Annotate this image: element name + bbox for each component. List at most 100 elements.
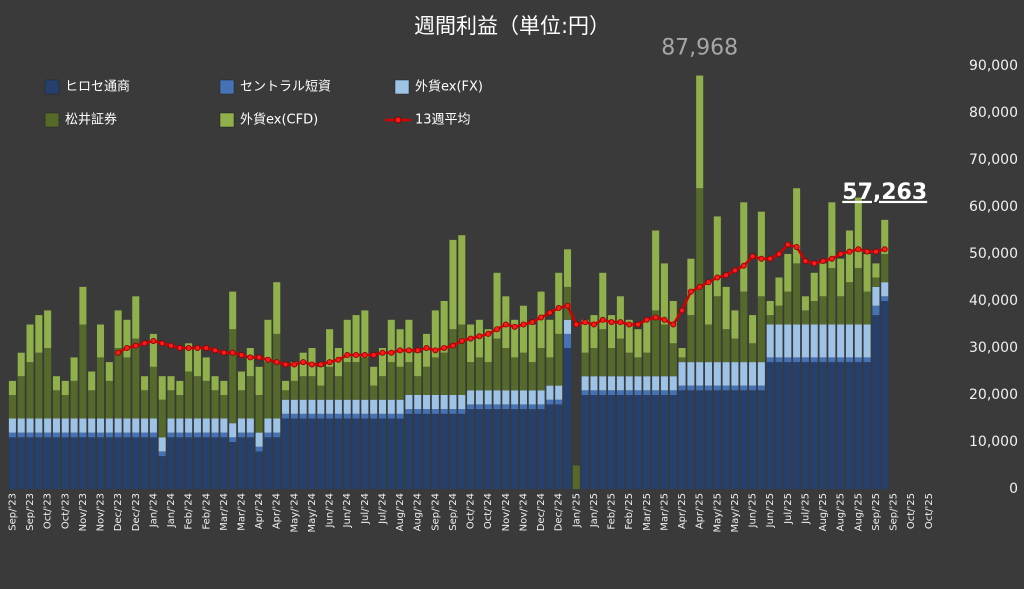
- x-tick-label: Jun/'24: [342, 493, 353, 528]
- bar-segment: [749, 385, 757, 391]
- x-tick-label: Jul/'25: [800, 493, 811, 525]
- total-label: 87,968: [661, 36, 738, 61]
- bar-segment: [114, 432, 122, 438]
- bar-segment: [766, 315, 774, 325]
- bar-segment: [555, 385, 563, 400]
- bar-segment: [872, 263, 880, 278]
- bar-segment: [810, 357, 818, 363]
- bar-segment: [52, 390, 60, 419]
- bar-segment: [467, 409, 475, 489]
- bar-segment: [740, 291, 748, 363]
- bar-segment: [440, 301, 448, 353]
- x-tick-label: Mar/'24: [237, 493, 248, 531]
- legend-swatch: [394, 116, 402, 124]
- bar-segment: [387, 399, 395, 414]
- bar-segment: [872, 277, 880, 287]
- bar-segment: [722, 286, 730, 330]
- bar-segment: [458, 413, 466, 489]
- average-marker: [846, 248, 853, 255]
- bar-segment: [837, 357, 845, 363]
- bar-segment: [44, 310, 52, 348]
- x-tick-label: Aug/'25: [836, 493, 847, 531]
- bar-segment: [766, 324, 774, 358]
- bar-segment: [405, 413, 413, 489]
- bar-segment: [643, 390, 651, 395]
- bar-segment: [872, 315, 880, 489]
- bar-segment: [414, 413, 422, 489]
- bar-segment: [273, 432, 281, 438]
- average-marker: [555, 305, 562, 312]
- bar-segment: [405, 319, 413, 363]
- bar-segment: [854, 362, 862, 489]
- x-tick-label: Jan/'25: [571, 493, 582, 528]
- bar-segment: [511, 390, 519, 405]
- x-tick-label: Oct/'23: [60, 493, 71, 529]
- bar-segment: [352, 315, 360, 363]
- bar-segment: [819, 357, 827, 363]
- bar-segment: [26, 362, 34, 419]
- bar-segment: [35, 352, 43, 419]
- average-marker: [767, 255, 774, 262]
- bar-segment: [854, 268, 862, 325]
- bar-segment: [299, 418, 307, 489]
- bar-segment: [502, 409, 510, 489]
- bar-segment: [599, 395, 607, 489]
- bar-segment: [96, 324, 105, 358]
- bar-segment: [608, 376, 616, 391]
- bar-segment: [581, 376, 589, 391]
- bar-segment: [70, 418, 78, 433]
- x-tick-label: Oct/'25: [924, 493, 935, 529]
- x-tick-label: Mar/'24: [219, 493, 230, 531]
- bar-segment: [414, 409, 422, 414]
- bar-segment: [132, 437, 140, 489]
- legend-label: 松井証券: [65, 112, 117, 128]
- bar-segment: [863, 362, 871, 489]
- average-marker: [203, 344, 210, 351]
- bar-segment: [801, 310, 809, 325]
- bar-segment: [757, 385, 765, 391]
- bar-segment: [70, 357, 78, 381]
- average-marker: [775, 250, 782, 257]
- bar-segment: [70, 380, 78, 419]
- bar-segment: [616, 395, 624, 489]
- bar-segment: [431, 310, 439, 358]
- bar-segment: [326, 418, 334, 489]
- bar-segment: [616, 376, 624, 391]
- bar-segment: [17, 437, 25, 489]
- bar-segment: [79, 437, 87, 489]
- bar-segment: [528, 404, 536, 410]
- bar-segment: [704, 390, 713, 489]
- bar-segment: [740, 362, 748, 386]
- bar-segment: [652, 376, 660, 391]
- bar-segment: [202, 432, 210, 438]
- bar-segment: [290, 413, 298, 419]
- bar-segment: [431, 409, 439, 414]
- x-tick-label: Oct/'25: [906, 493, 917, 529]
- bar-segment: [211, 390, 219, 419]
- bar-segment: [687, 390, 695, 489]
- bar-segment: [511, 319, 519, 358]
- bar-segment: [652, 230, 660, 311]
- bar-segment: [493, 272, 501, 339]
- bar-segment: [370, 399, 378, 414]
- x-tick-label: May/'25: [712, 493, 723, 533]
- bar-segment: [678, 385, 686, 391]
- bar-segment: [141, 390, 149, 419]
- bar-segment: [660, 395, 668, 489]
- bar-segment: [581, 395, 589, 489]
- average-marker: [344, 352, 351, 359]
- legend-swatch: [219, 112, 235, 128]
- average-marker: [546, 309, 553, 316]
- bar-segment: [563, 249, 572, 287]
- bar-segment: [766, 301, 774, 316]
- legend-swatch: [44, 79, 60, 95]
- x-tick-label: Nov/'23: [96, 493, 107, 531]
- bar-segment: [387, 413, 395, 419]
- bar-segment: [581, 390, 589, 395]
- bar-segment: [704, 324, 713, 363]
- legend-swatch: [219, 79, 235, 95]
- bar-segment: [511, 409, 519, 489]
- bar-segment: [229, 291, 237, 330]
- bar-segment: [563, 348, 572, 489]
- bar-segment: [696, 385, 704, 391]
